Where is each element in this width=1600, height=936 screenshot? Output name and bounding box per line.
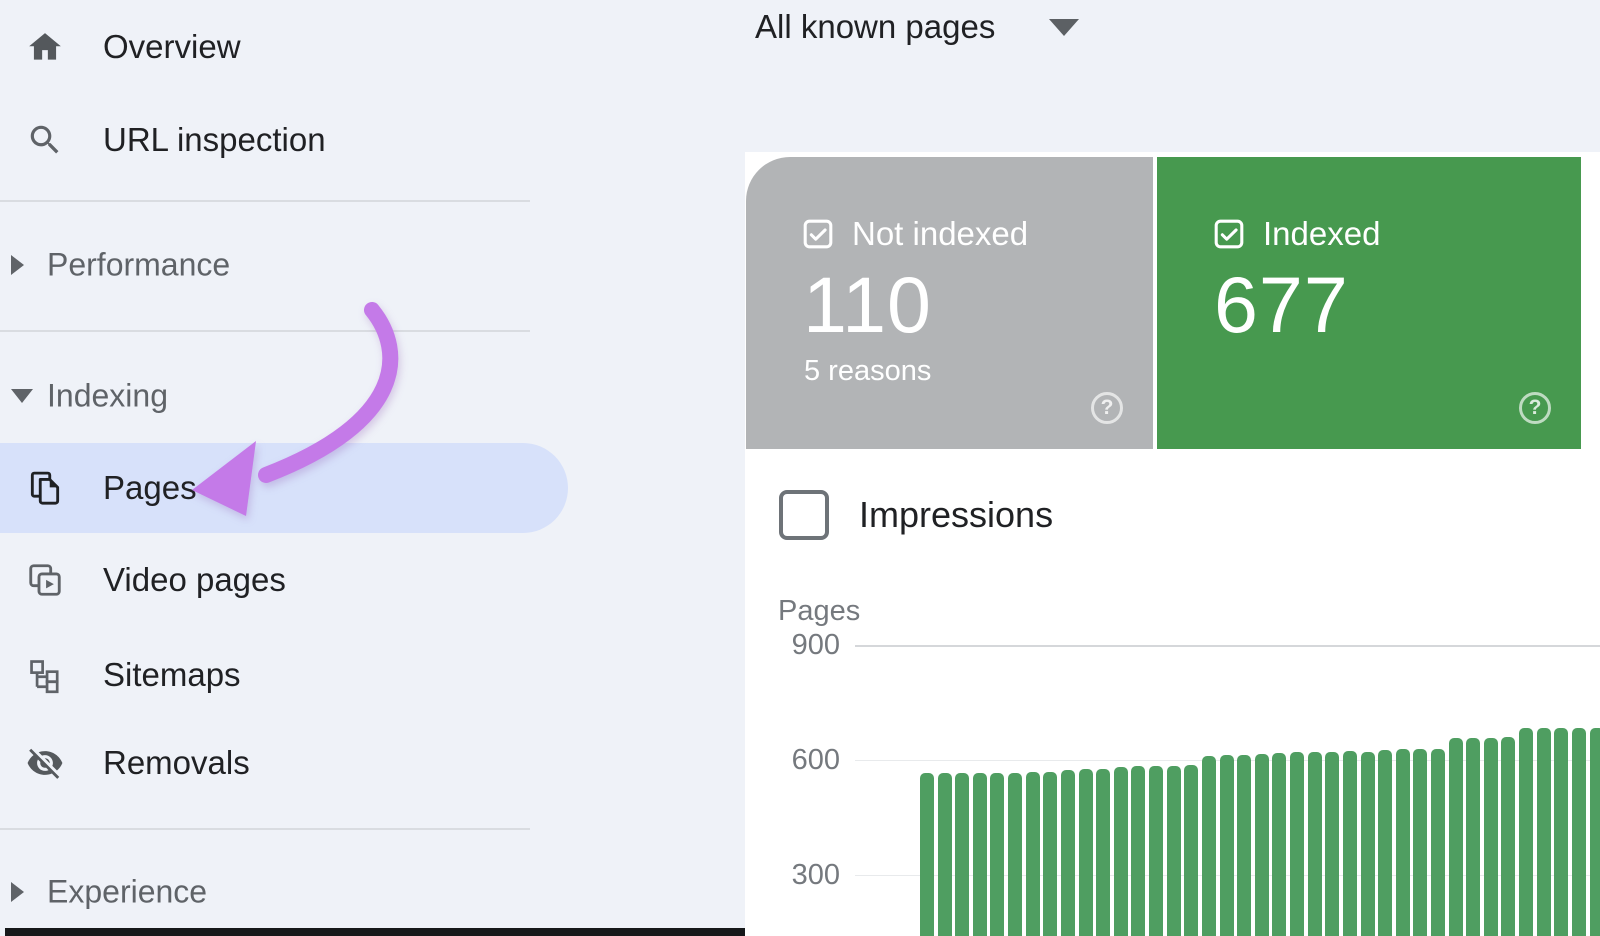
chart-bar — [1078, 769, 1093, 936]
chart-y-axis-title: Pages — [778, 595, 861, 627]
chart-bar — [1149, 765, 1164, 936]
card-label: Indexed — [1263, 215, 1381, 252]
chart-bar — [1025, 772, 1040, 936]
chart-bar — [1113, 766, 1128, 936]
help-icon[interactable]: ? — [1519, 392, 1551, 424]
dropdown-caret-icon — [1049, 18, 1080, 36]
sidebar-item-label: Removals — [103, 744, 250, 781]
chart-bar — [1325, 751, 1340, 936]
chart-bar — [1166, 766, 1181, 936]
top-band: All known pages — [745, 0, 1600, 152]
sidebar-section-performance[interactable]: Performance — [0, 233, 535, 297]
chart-bar — [1413, 748, 1428, 936]
sidebar-section-indexing[interactable]: Indexing — [0, 364, 535, 428]
chart-bar — [1184, 765, 1199, 936]
chart-tick-label: 300 — [791, 859, 840, 891]
chart-bar — [1043, 771, 1058, 936]
sitemaps-icon — [30, 660, 59, 694]
chart-bar — [1519, 728, 1534, 936]
chevron-right-icon — [11, 882, 24, 902]
help-icon[interactable]: ? — [1091, 392, 1123, 424]
chart-bar — [1237, 754, 1252, 936]
page-filter-dropdown[interactable]: All known pages — [755, 8, 1080, 46]
page-filter-label: All known pages — [755, 8, 996, 45]
chart-bar — [1483, 737, 1498, 936]
sidebar-section-label: Indexing — [47, 377, 168, 414]
chart-bar — [1395, 749, 1410, 936]
checkbox-unchecked-icon[interactable] — [779, 490, 829, 540]
reasons-link[interactable]: 5 reasons — [804, 355, 932, 387]
chart-bar — [1501, 737, 1516, 936]
sidebar-item-sitemaps[interactable]: Sitemaps — [0, 643, 535, 707]
chart-bar — [1360, 751, 1375, 936]
chart-bar — [990, 772, 1005, 936]
chart-bar — [955, 773, 970, 936]
not-indexed-card[interactable]: Not indexed 110 5 reasons ? — [746, 157, 1153, 449]
chart-bar — [1060, 769, 1075, 936]
chart-bar — [1430, 748, 1445, 936]
chart-bar — [1131, 766, 1146, 936]
sidebar-item-pages[interactable]: Pages — [0, 456, 535, 520]
sidebar-item-video-pages[interactable]: Video pages — [0, 548, 535, 612]
impressions-label: Impressions — [859, 494, 1054, 535]
chart-gridline-900 — [855, 645, 1600, 647]
chart-bar — [1589, 727, 1600, 936]
sidebar-item-label: Sitemaps — [103, 656, 241, 693]
chart-bar — [1307, 751, 1322, 936]
sidebar-section-experience[interactable]: Experience — [0, 860, 535, 924]
checkbox-checked-icon[interactable] — [1213, 218, 1245, 250]
sidebar-item-label: URL inspection — [103, 121, 326, 158]
sidebar-item-url-inspection[interactable]: URL inspection — [0, 108, 535, 172]
chart-bar — [1554, 728, 1569, 936]
chart-tick-label: 600 — [791, 744, 840, 776]
sidebar-item-label: Overview — [103, 28, 241, 65]
chart-bar — [1378, 749, 1393, 936]
indexed-card[interactable]: Indexed 677 ? — [1157, 157, 1581, 449]
impressions-toggle[interactable]: Impressions — [779, 490, 1053, 540]
checkbox-checked-icon[interactable] — [802, 218, 834, 250]
chart-bar — [1571, 727, 1586, 936]
chart-bar — [937, 772, 952, 936]
chart-bar — [920, 773, 934, 936]
sidebar-item-label: Pages — [103, 469, 197, 506]
chart-bar — [1448, 738, 1463, 936]
sidebar-item-removals[interactable]: Removals — [0, 731, 535, 795]
sidebar-divider — [0, 828, 530, 830]
sidebar-divider — [0, 200, 530, 202]
chevron-down-icon — [11, 389, 33, 403]
chart-bar — [1342, 751, 1357, 936]
chart-bar — [1254, 754, 1269, 936]
indexed-count: 677 — [1214, 260, 1349, 349]
sidebar: Overview URL inspection Performance Inde… — [0, 0, 745, 936]
video-pages-icon — [29, 564, 61, 596]
bottom-dark-bar — [5, 928, 745, 936]
visibility-off-icon — [27, 748, 63, 779]
sidebar-divider — [0, 330, 530, 332]
selected-item-highlight — [0, 443, 568, 533]
chart-bar — [1290, 752, 1305, 936]
chevron-right-icon — [11, 255, 24, 275]
not-indexed-count: 110 — [803, 260, 932, 349]
chart-bar — [1466, 737, 1481, 936]
chart-bar — [1008, 773, 1023, 936]
index-report-panel: Not indexed 110 5 reasons ? Indexed 677 … — [745, 152, 1600, 936]
chart-bar — [1536, 727, 1551, 936]
chart-bar — [1272, 753, 1287, 936]
search-icon — [30, 125, 59, 154]
sidebar-section-label: Performance — [47, 246, 231, 283]
chart-bar — [1219, 754, 1234, 936]
sidebar-item-label: Video pages — [103, 561, 286, 598]
sidebar-section-label: Experience — [47, 873, 208, 910]
annotation-arrow — [192, 302, 399, 516]
chart-tick-label: 900 — [791, 629, 840, 661]
sidebar-item-overview[interactable]: Overview — [0, 15, 535, 79]
card-label: Not indexed — [852, 215, 1029, 252]
pages-icon — [30, 471, 60, 505]
chart-bar — [972, 773, 987, 936]
chart-bar — [1096, 768, 1111, 936]
home-icon — [29, 33, 61, 60]
chart-bar — [1201, 756, 1216, 936]
